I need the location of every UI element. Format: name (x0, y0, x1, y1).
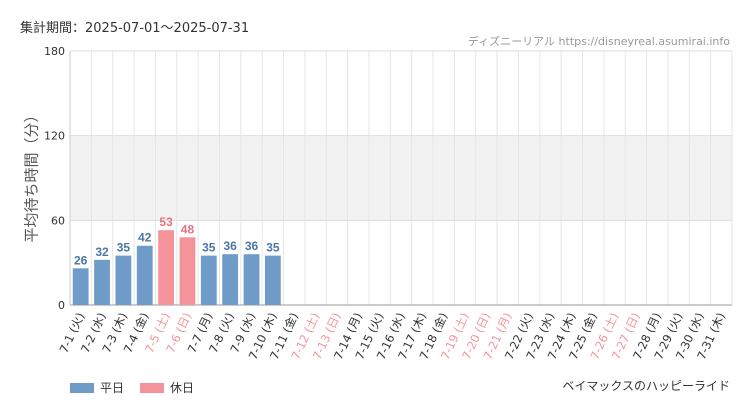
bar-weekday (115, 255, 132, 305)
legend: 平日 休日 (70, 379, 210, 396)
data-label: 32 (95, 245, 109, 259)
legend-swatch-holiday (140, 382, 165, 393)
data-label: 35 (266, 241, 280, 255)
y-tick-label: 0 (58, 299, 65, 312)
period-label: 集計期間：2025-07-01〜2025-07-31 (20, 21, 250, 36)
bar-weekday (72, 268, 89, 305)
data-label: 35 (202, 241, 216, 255)
data-label: 42 (138, 231, 152, 245)
data-label: 48 (181, 222, 195, 236)
data-label: 53 (159, 215, 173, 229)
data-label: 36 (245, 239, 259, 253)
bar-weekday (136, 245, 153, 305)
legend-swatch-weekday (70, 382, 94, 393)
bar-weekday (222, 254, 239, 305)
legend-item-weekday[interactable]: 平日 (70, 379, 124, 396)
legend-label-holiday: 休日 (170, 381, 195, 395)
data-label: 36 (223, 239, 237, 253)
bar-holiday (179, 237, 196, 305)
legend-label-weekday: 平日 (100, 381, 125, 395)
bar-weekday (200, 255, 217, 305)
data-label: 26 (74, 253, 88, 267)
site-credit: ディズニーリアル https://disneyreal.asumirai.inf… (467, 35, 730, 48)
legend-item-holiday[interactable]: 休日 (140, 379, 194, 396)
bar-weekday (94, 259, 110, 305)
bar-weekday (264, 255, 281, 305)
attraction-name: ベイマックスのハッピーライド (562, 379, 730, 393)
data-label: 35 (117, 241, 131, 255)
band-60-120 (70, 135, 732, 221)
y-tick-label: 180 (44, 45, 65, 58)
bar-holiday (158, 230, 174, 305)
y-tick-label: 120 (44, 130, 65, 143)
bar-weekday (243, 254, 260, 305)
y-tick-label: 60 (51, 214, 65, 227)
